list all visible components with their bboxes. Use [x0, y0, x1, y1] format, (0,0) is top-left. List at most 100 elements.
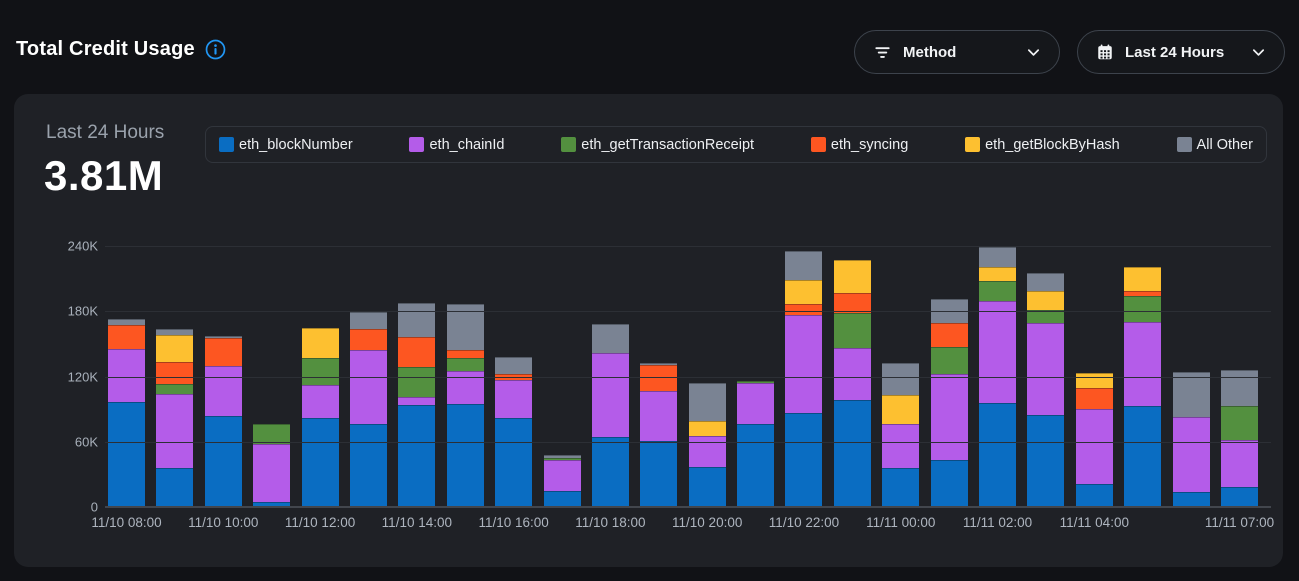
bar[interactable]	[156, 246, 194, 507]
bar-segment-All Other	[156, 328, 194, 336]
legend-label: eth_getTransactionReceipt	[581, 136, 755, 153]
bar-segment-eth_getTransactionReceipt	[398, 366, 436, 398]
bar[interactable]	[833, 246, 871, 507]
bar-segment-All Other	[108, 318, 145, 326]
filter-icon	[875, 46, 890, 58]
bar[interactable]	[1075, 246, 1113, 507]
bar[interactable]	[349, 246, 387, 507]
info-circle-icon[interactable]	[205, 39, 226, 60]
y-axis-tick-label: 0	[90, 499, 98, 515]
bar-segment-eth_chainId	[1220, 439, 1258, 488]
bar-segment-All Other	[1172, 372, 1210, 417]
gridline	[105, 311, 1271, 313]
bar-segment-eth_blockNumber	[1220, 487, 1258, 507]
legend-item-eth-syncing[interactable]: eth_syncing	[810, 137, 908, 153]
bar-segment-eth_getTransactionReceipt	[446, 358, 484, 372]
bar-segment-eth_blockNumber	[785, 413, 823, 507]
bar-segment-eth_blockNumber	[204, 415, 242, 507]
bar-segment-eth_chainId	[108, 349, 145, 402]
bar-segment-eth_blockNumber	[398, 404, 436, 507]
time-range-dropdown[interactable]: Last 24 Hours	[1077, 30, 1285, 74]
bar[interactable]	[543, 246, 581, 507]
bar-segment-eth_chainId	[301, 385, 339, 418]
bar-segment-eth_chainId	[640, 390, 678, 441]
bar[interactable]	[253, 246, 291, 507]
bar-segment-eth_syncing	[204, 338, 242, 366]
bar-segment-eth_syncing	[833, 292, 871, 314]
bar-segment-All Other	[204, 336, 242, 339]
usage-chart-card: Last 24 Hours 3.81M eth_blockNumber eth_c…	[14, 94, 1283, 567]
legend-swatch	[409, 137, 425, 152]
bar[interactable]	[591, 246, 629, 507]
gridline	[105, 246, 1271, 247]
bar-segment-eth_syncing	[785, 303, 823, 315]
bar[interactable]	[398, 246, 436, 507]
method-filter-dropdown[interactable]: Method	[854, 30, 1060, 74]
bar-segment-eth_chainId	[737, 383, 775, 425]
bar-segment-eth_syncing	[108, 325, 145, 350]
bar-segment-eth_getTransactionReceipt	[543, 458, 581, 461]
legend-label: eth_blockNumber	[239, 136, 353, 153]
bar-segment-eth_blockNumber	[930, 460, 968, 507]
bar[interactable]	[1027, 246, 1065, 507]
legend-item-eth-chainid[interactable]: eth_chainId	[409, 137, 504, 153]
bar-segment-All Other	[1027, 273, 1065, 291]
bar-segment-eth_blockNumber	[737, 424, 775, 507]
period-label: Last 24 Hours	[46, 122, 165, 143]
x-axis-tick-label: 11/10 12:00	[284, 515, 356, 530]
bar-segment-eth_blockNumber	[301, 417, 339, 507]
bar-segment-eth_getBlockByHash	[1027, 290, 1065, 311]
bar-segment-eth_chainId	[882, 424, 920, 468]
bar[interactable]	[785, 246, 823, 507]
bar-segment-eth_blockNumber	[156, 467, 194, 507]
bar[interactable]	[301, 246, 339, 507]
chevron-down-icon	[1027, 48, 1040, 56]
bar-segment-eth_blockNumber	[591, 437, 629, 507]
bar[interactable]	[882, 246, 920, 507]
bar[interactable]	[108, 246, 145, 507]
bar-segment-eth_getBlockByHash	[785, 279, 823, 304]
bar-segment-eth_blockNumber	[349, 424, 387, 507]
bar[interactable]	[204, 246, 242, 507]
bar[interactable]	[1124, 246, 1162, 507]
bar[interactable]	[1220, 246, 1258, 507]
title-wrap: Total Credit Usage	[16, 38, 226, 61]
bar[interactable]	[688, 246, 726, 507]
bar-segment-eth_syncing	[930, 323, 968, 348]
bar[interactable]	[979, 246, 1017, 507]
legend-label: eth_chainId	[429, 136, 505, 153]
bar-segment-eth_getTransactionReceipt	[1220, 405, 1258, 440]
y-axis-tick-label: 180K	[67, 303, 98, 319]
legend-label: All Other	[1196, 136, 1253, 153]
page-header: Total Credit Usage Method	[0, 0, 1299, 94]
y-axis-tick-label: 240K	[67, 238, 98, 254]
bar-segment-eth_blockNumber	[640, 440, 678, 507]
bar[interactable]	[1172, 246, 1210, 507]
x-axis-tick-label: 11/11 04:00	[1059, 515, 1129, 530]
bar[interactable]	[737, 246, 775, 507]
bar-segment-All Other	[543, 454, 581, 459]
x-axis-tick-label: 11/11 07:00	[1204, 515, 1275, 530]
bar[interactable]	[640, 246, 678, 507]
calendar-icon	[1098, 44, 1112, 60]
x-axis-tick-label: 11/11 02:00	[962, 515, 1033, 530]
legend-item-eth-getblockbyhash[interactable]: eth_getBlockByHash	[965, 137, 1120, 153]
bar-segment-eth_chainId	[543, 460, 581, 491]
legend-item-all-other[interactable]: All Other	[1176, 136, 1253, 153]
bar-segment-eth_chainId	[1075, 409, 1113, 485]
x-axis-tick-label: 11/11 00:00	[866, 515, 936, 530]
legend-swatch	[810, 137, 826, 152]
page-title: Total Credit Usage	[16, 38, 195, 60]
bar-segment-eth_getTransactionReceipt	[979, 280, 1017, 302]
bar-segment-eth_blockNumber	[543, 490, 581, 507]
bar-segment-All Other	[688, 383, 726, 422]
legend-item-eth-gettransactionreceipt[interactable]: eth_getTransactionReceipt	[561, 137, 754, 153]
bar-segment-All Other	[785, 251, 823, 280]
bar-segment-eth_chainId	[349, 350, 387, 425]
legend-swatch	[561, 137, 577, 152]
legend-item-eth-blocknumber[interactable]: eth_blockNumber	[219, 137, 353, 153]
bar-segment-All Other	[495, 356, 533, 375]
bar-segment-eth_chainId	[591, 352, 629, 438]
bar-segment-eth_blockNumber	[1124, 405, 1162, 507]
bar-segment-eth_getBlockByHash	[156, 335, 194, 363]
